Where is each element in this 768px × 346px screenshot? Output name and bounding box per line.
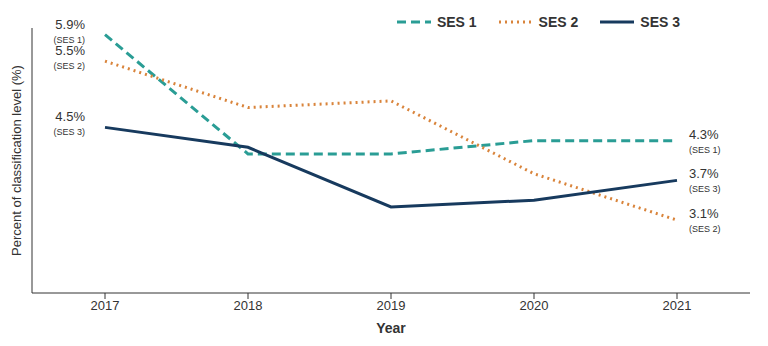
svg-text:Percent of classification leve: Percent of classification level (%) (9, 65, 24, 256)
svg-text:(SES 3): (SES 3) (689, 184, 721, 194)
svg-text:(SES 3): (SES 3) (53, 127, 85, 137)
svg-text:2017: 2017 (91, 298, 120, 313)
svg-text:2020: 2020 (520, 298, 549, 313)
html-text:SES 3: SES 3 (640, 14, 680, 30)
svg-text:2019: 2019 (377, 298, 406, 313)
svg-text:2021: 2021 (663, 298, 692, 313)
svg-text:3.1%: 3.1% (689, 206, 719, 221)
html-text:SES 1: SES 1 (436, 14, 477, 30)
svg-text:4.3%: 4.3% (689, 127, 719, 142)
svg-text:(SES 2): (SES 2) (53, 61, 85, 71)
svg-text:4.5%: 4.5% (55, 109, 85, 124)
svg-text:(SES 1): (SES 1) (53, 34, 85, 45)
svg-text:5.5%: 5.5% (55, 43, 85, 58)
html-text:SES 2: SES 2 (538, 14, 579, 30)
svg-text:Year: Year (376, 320, 406, 336)
svg-text:(SES 2): (SES 2) (689, 224, 721, 234)
svg-text:2018: 2018 (234, 298, 263, 313)
svg-text:5.9%: 5.9% (55, 17, 85, 32)
svg-text:(SES 1): (SES 1) (689, 145, 721, 155)
svg-text:3.7%: 3.7% (689, 166, 719, 181)
